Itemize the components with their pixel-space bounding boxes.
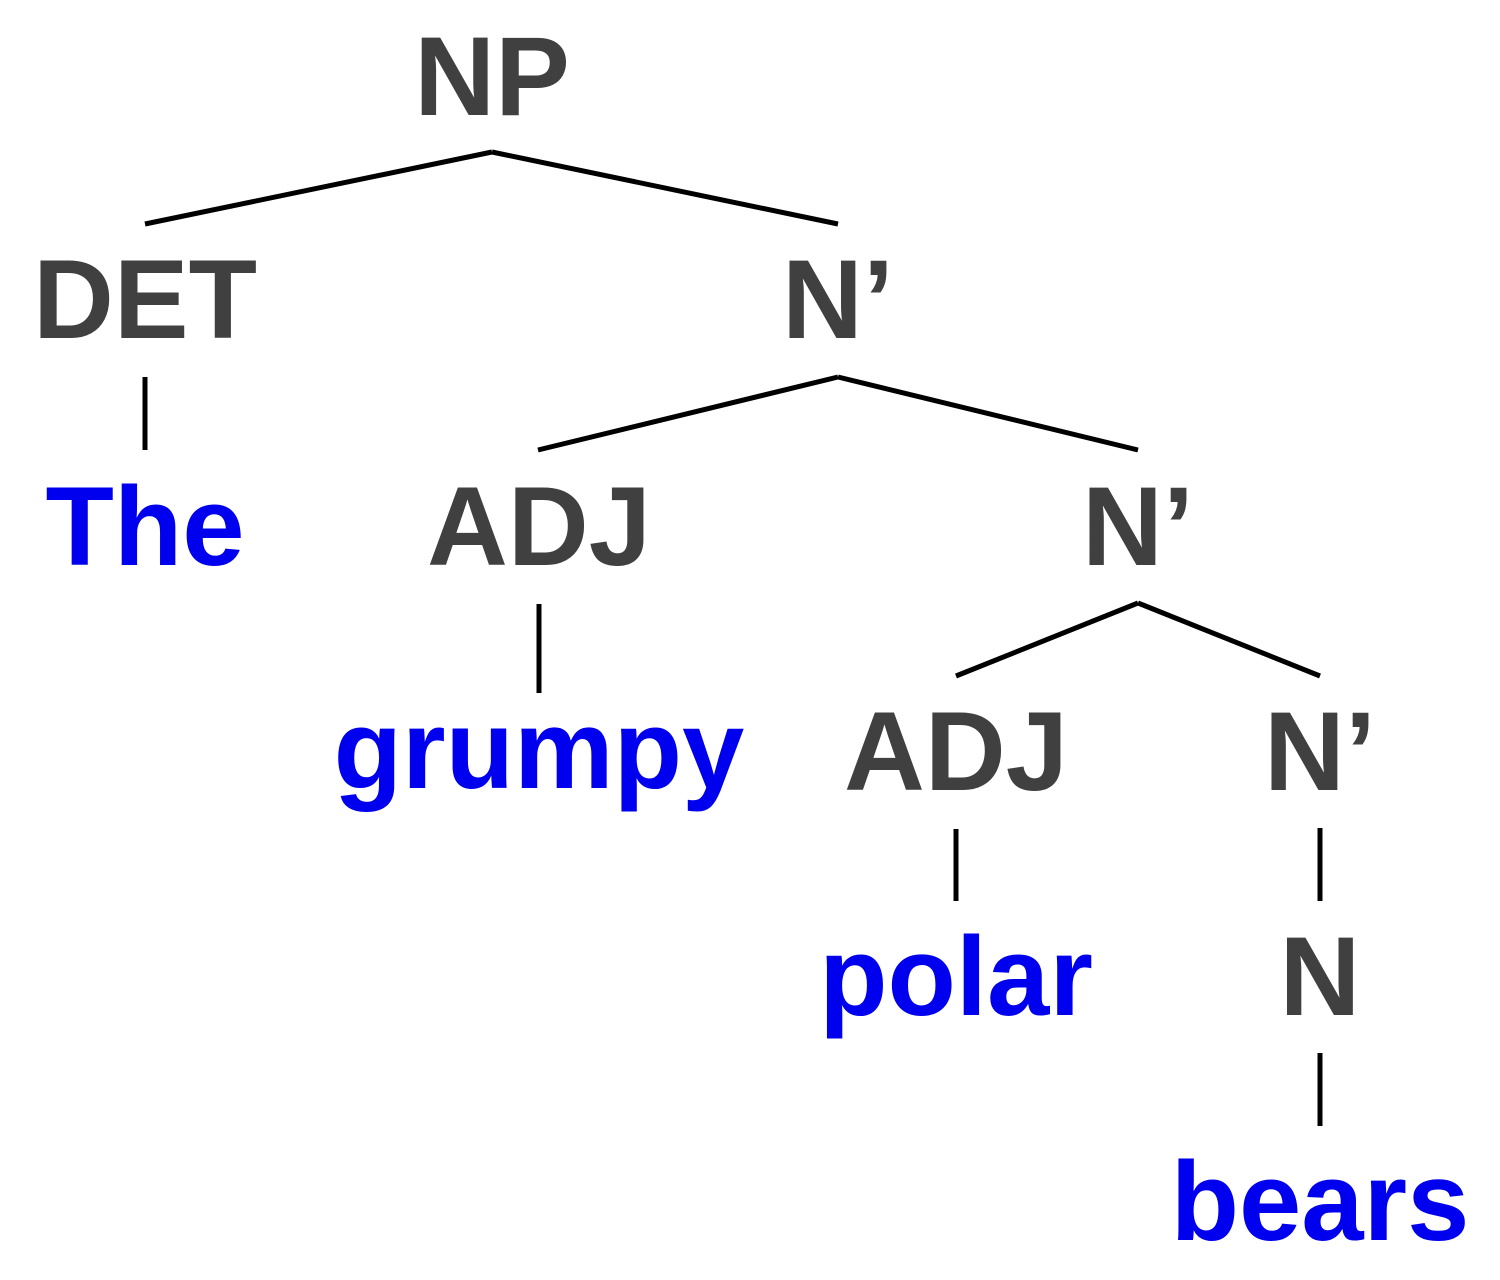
edge-nbar2-nbar3 xyxy=(1137,600,1321,679)
node-adj-2: ADJ xyxy=(844,689,1068,814)
edge-np-nbar1 xyxy=(491,149,839,227)
node-adj-1: ADJ xyxy=(427,464,651,589)
edge-nbar1-adj1 xyxy=(537,374,839,453)
word-polar: polar xyxy=(819,914,1093,1039)
edge-np-det xyxy=(144,149,493,227)
edge-nbar2-adj2 xyxy=(955,600,1139,679)
node-nbar-3: N’ xyxy=(1264,689,1376,814)
node-nbar-1: N’ xyxy=(782,237,894,362)
tree-labels: NP DET N’ The ADJ N’ grumpy ADJ N’ polar… xyxy=(33,14,1469,1264)
edge-nbar1-nbar2 xyxy=(837,374,1139,453)
tree-edges xyxy=(142,149,1323,1126)
word-the: The xyxy=(45,464,244,589)
word-bears: bears xyxy=(1171,1139,1470,1264)
node-np: NP xyxy=(414,14,570,139)
node-n: N xyxy=(1280,914,1361,1039)
node-nbar-2: N’ xyxy=(1082,464,1194,589)
node-det: DET xyxy=(33,237,257,362)
word-grumpy: grumpy xyxy=(334,687,745,812)
